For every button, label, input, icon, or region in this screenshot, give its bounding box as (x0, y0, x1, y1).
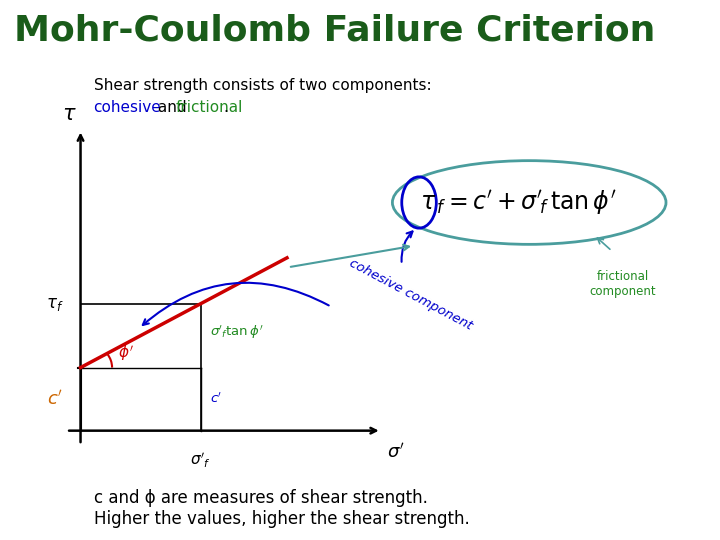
Text: cohesive: cohesive (94, 100, 161, 115)
Text: frictional
component: frictional component (590, 270, 656, 298)
Text: Higher the values, higher the shear strength.: Higher the values, higher the shear stre… (94, 510, 469, 528)
Text: Shear strength consists of two components:: Shear strength consists of two component… (94, 78, 431, 93)
Text: $\sigma'$: $\sigma'$ (387, 442, 405, 461)
Text: $c'$: $c'$ (210, 392, 222, 407)
Text: cohesive component: cohesive component (346, 256, 474, 332)
Text: Mohr-Coulomb Failure Criterion: Mohr-Coulomb Failure Criterion (14, 14, 656, 48)
Text: $\tau$: $\tau$ (62, 104, 76, 124)
Text: frictional: frictional (176, 100, 243, 115)
Text: $c'$: $c'$ (48, 390, 63, 409)
Text: $\tau_f$: $\tau_f$ (46, 294, 63, 313)
Text: and: and (153, 100, 191, 115)
Text: .: . (223, 100, 228, 115)
Text: c and ϕ are measures of shear strength.: c and ϕ are measures of shear strength. (94, 489, 428, 507)
Text: $\sigma'_f$: $\sigma'_f$ (191, 451, 212, 470)
Text: $\tau_{\,f} = c' + \sigma'_{\!f}\,\tan\phi'$: $\tau_{\,f} = c' + \sigma'_{\!f}\,\tan\p… (420, 188, 616, 217)
Text: $\sigma'_f \tan\phi'$: $\sigma'_f \tan\phi'$ (210, 324, 264, 341)
Text: $\phi'$: $\phi'$ (118, 343, 134, 362)
